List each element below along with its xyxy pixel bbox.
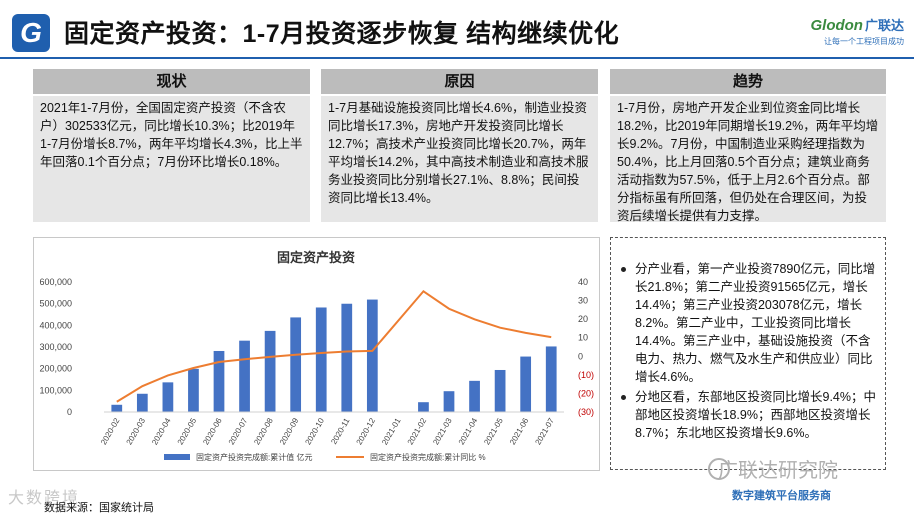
bar <box>264 330 276 412</box>
bar <box>136 393 148 412</box>
trend-heading: 趋势 <box>610 69 886 94</box>
reason-heading: 原因 <box>321 69 598 94</box>
notes-panel: 分产业看，第一产业投资7890亿元，同比增长21.8%；第二产业投资91565亿… <box>610 237 886 470</box>
reason-body: 1-7月基础设施投资同比增长4.6%，制造业投资同比增长17.3%，房地产开发投… <box>321 96 598 222</box>
x-tick-label: 2021-02 <box>406 416 429 446</box>
x-tick-label: 2020-08 <box>252 416 275 446</box>
bar <box>366 299 378 412</box>
bar <box>545 346 557 412</box>
x-tick-label: 2020-11 <box>329 416 351 446</box>
bar <box>111 404 123 412</box>
brand-name: Glodon 广联达 <box>810 15 904 34</box>
y-left-tick-label: 100,000 <box>39 385 72 395</box>
bar <box>290 317 302 412</box>
bar <box>494 369 506 412</box>
y-right-tick-label: 10 <box>578 333 588 343</box>
note-by-industry-text: 分产业看，第一产业投资7890亿元，同比增长21.8%；第二产业投资91565亿… <box>635 262 876 384</box>
legend-label-bar: 固定资产投资完成额:累计值 亿元 <box>196 452 312 462</box>
y-right-tick-label: 30 <box>578 296 588 306</box>
bullet-icon <box>621 395 626 400</box>
x-tick-label: 2020-12 <box>355 416 378 446</box>
series-line <box>116 289 552 403</box>
bar <box>213 350 225 412</box>
y-right-tick-label: 0 <box>578 351 583 361</box>
note-by-region-text: 分地区看，东部地区投资同比增长9.4%；中部地区投资增长18.9%；西部地区投资… <box>635 390 876 440</box>
watermark-right: 广联达研究院 <box>718 460 838 482</box>
x-tick-label: 2020-05 <box>176 416 199 446</box>
x-tick-label: 2021-03 <box>431 416 454 446</box>
x-tick-label: 2020-09 <box>278 416 301 446</box>
x-tick-label: 2020-06 <box>201 416 224 446</box>
x-tick-label: 2021-07 <box>533 416 556 446</box>
x-tick-label: 2020-04 <box>150 416 173 446</box>
y-left-tick-label: 0 <box>67 407 72 417</box>
y-left-tick-label: 300,000 <box>39 342 72 352</box>
bar <box>520 356 532 412</box>
x-tick-label: 2020-07 <box>227 416 250 446</box>
x-tick-label: 2020-10 <box>303 416 326 446</box>
y-right-tick-label: 40 <box>578 277 588 287</box>
x-tick-label: 2020-03 <box>125 416 148 446</box>
trend-body: 1-7月份，房地产开发企业到位资金同比增长18.2%，比2019年同期增长19.… <box>610 96 886 223</box>
y-right-tick-label: (30) <box>578 407 594 417</box>
wechat-icon <box>708 458 730 480</box>
page-title: 固定资产投资：1-7月投资逐步恢复 结构继续优化 <box>64 20 620 48</box>
legend-label-line: 固定资产投资完成额:累计同比 % <box>370 452 486 462</box>
brand-slogan: 让每一个工程项目成功 <box>824 37 904 46</box>
watermark-subtitle: 数字建筑平台服务商 <box>732 490 831 502</box>
chart-title: 固定资产投资 <box>277 250 355 265</box>
y-right-tick-label: 20 <box>578 314 588 324</box>
y-right-tick-label: (10) <box>578 370 594 380</box>
chart-svg: 固定资产投资 0 100,000 200,000 300,000 400,000 500,0… <box>39 250 594 462</box>
y-left-tick-label: 400,000 <box>39 320 72 330</box>
bar <box>418 402 429 412</box>
brand-name-en: Glodon <box>810 17 863 34</box>
status-heading: 现状 <box>33 69 310 94</box>
header: G 固定资产投资：1-7月投资逐步恢复 结构继续优化 Glodon 广联达 让每一… <box>0 0 914 60</box>
legend-swatch-bar <box>164 454 190 460</box>
note-by-industry: 分产业看，第一产业投资7890亿元，同比增长21.8%；第二产业投资91565亿… <box>621 260 879 386</box>
y-left-tick-label: 500,000 <box>39 299 72 309</box>
y-left-tick-label: 600,000 <box>39 277 72 287</box>
bar <box>315 307 327 412</box>
bar <box>188 368 199 412</box>
bar <box>469 380 480 412</box>
note-by-region: 分地区看，东部地区投资同比增长9.4%；中部地区投资增长18.9%；西部地区投资… <box>621 388 879 442</box>
y-right-tick-label: (20) <box>578 388 594 398</box>
x-tick-label: 2021-01 <box>380 416 403 446</box>
glodon-logo: G <box>12 14 50 52</box>
bar <box>239 340 250 412</box>
data-source: 数据来源：国家统计局 <box>44 502 154 514</box>
x-tick-label: 2020-02 <box>99 416 122 446</box>
watermark-left: 大数跨境 <box>8 490 81 507</box>
brand: Glodon 广联达 让每一个工程项目成功 <box>810 15 904 47</box>
header-divider <box>0 57 914 59</box>
brand-name-cn: 广联达 <box>864 18 904 33</box>
bar <box>162 382 174 412</box>
bullet-icon <box>621 267 626 272</box>
x-tick-label: 2021-05 <box>482 416 505 446</box>
fixed-asset-investment-chart: 固定资产投资 0 100,000 200,000 300,000 400,000 500,0… <box>33 237 600 471</box>
x-tick-label: 2021-04 <box>457 416 480 446</box>
bar <box>341 303 353 412</box>
bar <box>443 391 455 412</box>
y-left-tick-label: 200,000 <box>39 364 72 374</box>
x-tick-label: 2021-06 <box>508 416 531 446</box>
status-body: 2021年1-7月份，全国固定资产投资（不含农户）302533亿元，同比增长10… <box>33 96 310 222</box>
